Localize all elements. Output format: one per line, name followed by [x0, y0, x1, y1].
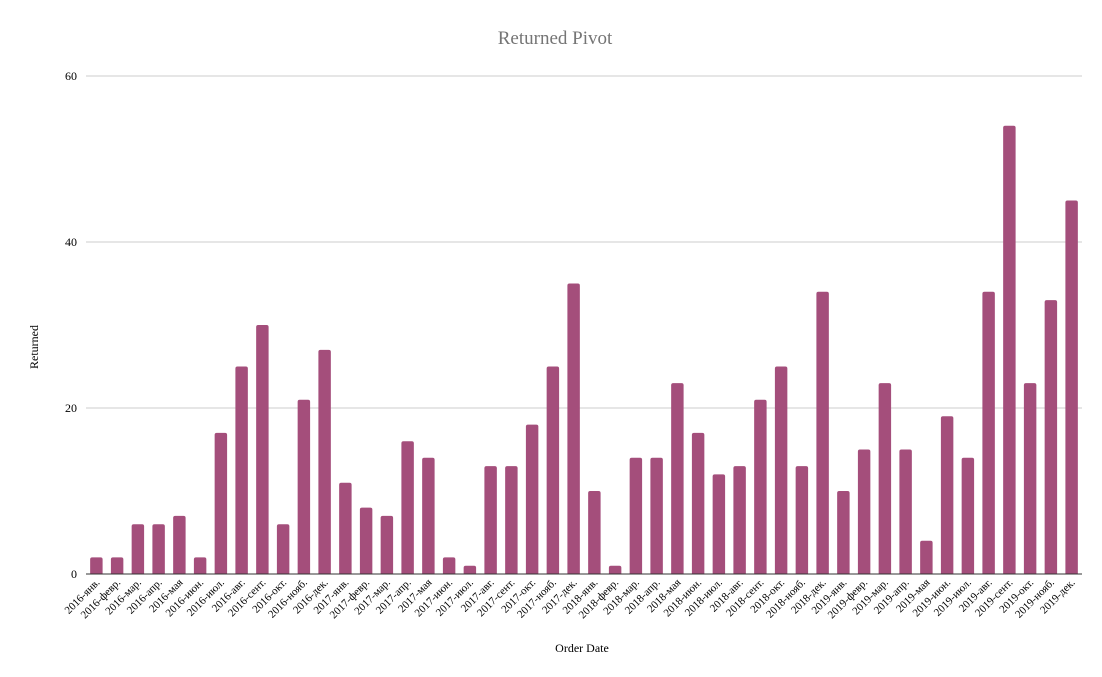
bar	[442, 557, 456, 574]
y-tick-label: 0	[71, 567, 77, 581]
bar	[1023, 383, 1037, 574]
bar	[1044, 300, 1058, 574]
bar	[961, 457, 975, 574]
bar	[940, 416, 954, 574]
bar	[1065, 200, 1078, 574]
y-tick-label: 40	[65, 235, 77, 249]
bars	[90, 125, 1078, 575]
bar	[339, 482, 352, 574]
gridlines	[86, 75, 1082, 409]
bar	[297, 399, 311, 574]
x-axis-ticks: 2016-янв.2016-февр.2016-мар.2016-апр.201…	[63, 576, 1078, 621]
y-tick-label: 20	[65, 401, 77, 415]
x-axis-title: Order Date	[555, 641, 609, 655]
bar	[505, 466, 518, 574]
bar	[567, 283, 580, 574]
bar	[214, 432, 228, 574]
bar	[484, 466, 497, 574]
bar	[629, 457, 643, 574]
bar	[90, 557, 103, 574]
bar	[525, 424, 539, 574]
bar	[401, 441, 414, 574]
bar	[131, 524, 145, 574]
bar	[837, 491, 850, 574]
bar	[878, 383, 892, 574]
chart-title: Returned Pivot	[498, 28, 613, 49]
bar	[546, 366, 560, 574]
bar	[256, 325, 269, 574]
bar	[857, 449, 871, 574]
bar	[608, 565, 622, 574]
bar	[754, 399, 767, 574]
bar	[276, 524, 290, 574]
bar	[1003, 125, 1016, 575]
y-axis-title: Returned	[27, 325, 41, 369]
bar	[982, 291, 995, 574]
bar	[795, 466, 809, 574]
bar	[650, 457, 663, 574]
bar	[193, 557, 207, 574]
bar	[774, 366, 788, 574]
bar	[110, 557, 124, 574]
bar	[899, 449, 912, 574]
bar	[712, 474, 726, 574]
bar	[671, 383, 684, 574]
y-tick-label: 60	[65, 69, 77, 83]
bar	[920, 540, 933, 574]
bar	[588, 491, 601, 574]
bar	[152, 524, 165, 574]
bar	[691, 432, 705, 574]
bar	[318, 349, 331, 574]
bar	[235, 366, 248, 574]
bar	[733, 466, 746, 574]
bar	[173, 515, 186, 574]
bar	[816, 291, 829, 574]
bar	[380, 515, 394, 574]
bar	[359, 507, 373, 574]
bar	[422, 457, 435, 574]
y-axis-ticks: 0 20 40 60	[65, 69, 77, 581]
bar	[463, 565, 477, 574]
